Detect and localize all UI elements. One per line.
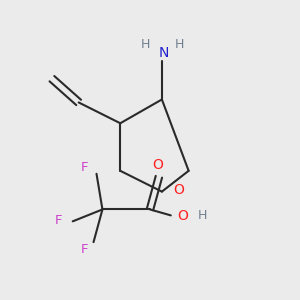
Text: H: H xyxy=(197,209,207,223)
Text: F: F xyxy=(81,161,88,174)
Text: H: H xyxy=(175,38,184,51)
Text: O: O xyxy=(173,183,184,197)
Text: H: H xyxy=(141,38,150,51)
Text: N: N xyxy=(158,46,169,60)
Text: O: O xyxy=(177,209,188,223)
Text: F: F xyxy=(55,214,62,227)
Text: F: F xyxy=(81,243,88,256)
Text: O: O xyxy=(152,158,163,172)
